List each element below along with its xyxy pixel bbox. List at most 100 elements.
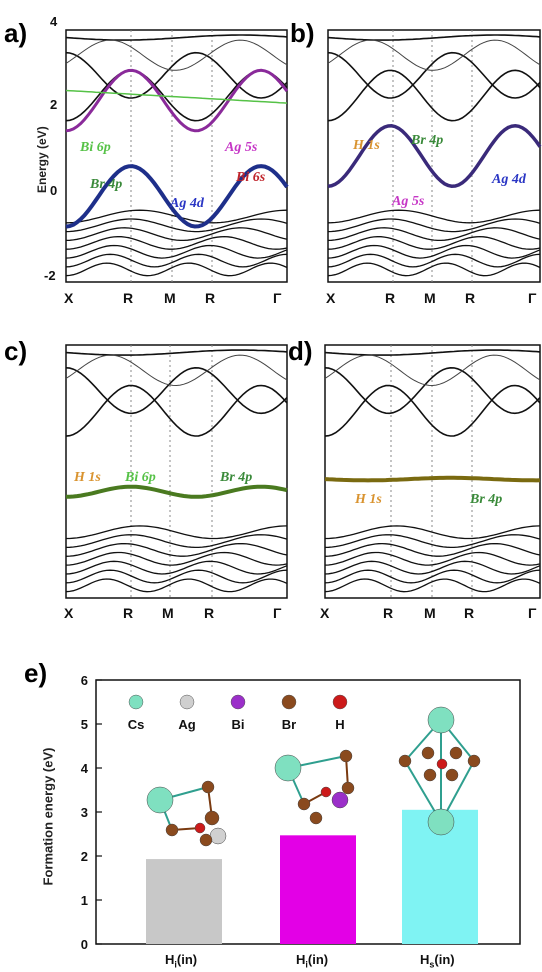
band-structure-figure [65, 29, 542, 599]
band-line [327, 51, 541, 99]
panel-a-orbital-label: Bi 6p [80, 140, 111, 155]
legend-label: Br [282, 717, 296, 732]
panel-a-ytick: 2 [50, 97, 58, 112]
panel-a-ytick: -2 [44, 268, 56, 283]
panel-a-orbital-label: Bi 6s [236, 170, 266, 185]
panel-a-kpoint: R [205, 290, 216, 306]
band-line [327, 262, 541, 277]
band-line [324, 551, 541, 566]
panel-d-orbital-label: Br 4p [470, 492, 503, 507]
band-line [324, 354, 541, 387]
panel-d-orbital-label: H 1s [355, 492, 382, 507]
br-atom [309, 811, 323, 825]
y-tick-label: 1 [81, 893, 88, 908]
panel-c-kpoint: X [64, 605, 74, 621]
band-line [65, 51, 288, 99]
band-line [65, 384, 288, 437]
panel-a-kpoint: Γ [273, 290, 282, 306]
legend-atom-icon [179, 694, 195, 710]
band-line [65, 534, 288, 549]
band-line [324, 542, 541, 557]
h-atom [320, 786, 332, 798]
panel-a-letter: a) [4, 18, 28, 48]
panel-b-kpoint: Γ [528, 290, 537, 306]
legend-atom-icon [332, 694, 348, 710]
band-line [327, 218, 541, 233]
br-atom [339, 749, 353, 763]
panel-b-plot [327, 29, 542, 283]
panel-c-kpoint: R [123, 605, 134, 621]
band-line [327, 244, 541, 259]
band-line [65, 34, 288, 41]
legend-label: Cs [128, 717, 145, 732]
panel-c-kpoint: R [204, 605, 215, 621]
cs-atom [146, 786, 174, 814]
band-line [65, 262, 288, 277]
panel-d-kpoint: M [424, 605, 436, 621]
panel-a-kpoint: M [164, 290, 176, 306]
br-atom [199, 833, 213, 847]
band-line [65, 218, 288, 233]
band-line [65, 39, 288, 71]
bi-atom [331, 791, 349, 809]
h1s-band [65, 484, 288, 499]
ag4d-band [65, 164, 289, 229]
band-line [65, 227, 288, 242]
legend-label: Bi [232, 717, 245, 732]
y-tick-label: 3 [81, 805, 88, 820]
br-atom [341, 781, 355, 795]
panel-a-ytick: 0 [50, 183, 58, 198]
panel-a-ylabel: Energy (eV) [35, 126, 49, 193]
bar [280, 835, 356, 944]
band-line [327, 69, 541, 122]
formation-energy-chart: 0 1 2 3 4 5 6 Cs Ag Bi Br H [81, 673, 521, 952]
band-line [324, 366, 541, 415]
y-tick-label: 5 [81, 717, 88, 732]
band-line [65, 560, 288, 575]
br-atom [297, 797, 311, 811]
panel-a-orbital-label: Br 4p [90, 177, 123, 192]
panel-d-kpoint: X [320, 605, 330, 621]
panel-c-orbital-label: H 1s [74, 470, 101, 485]
legend-atom-icon [230, 694, 246, 710]
br-atom [445, 768, 459, 782]
panel-d-letter: d) [288, 336, 313, 366]
band-line [65, 542, 288, 557]
panel-d-plot [324, 344, 541, 599]
br-atom [423, 768, 437, 782]
br-atom [421, 746, 435, 760]
band-line [65, 366, 288, 415]
panel-b-kpoint: R [385, 290, 396, 306]
band-line [324, 349, 541, 356]
br-atom [398, 754, 412, 768]
bar-category-label: Hi(in) [165, 952, 198, 970]
br-atom [204, 810, 220, 826]
h1s-band [327, 124, 542, 188]
ag-atom [209, 827, 227, 845]
band-line [324, 569, 541, 584]
band-line [327, 227, 541, 242]
panel-b-kpoint: M [424, 290, 436, 306]
band-line [65, 349, 288, 356]
band-line [66, 525, 288, 540]
bar [146, 859, 222, 944]
h-atom [194, 822, 206, 834]
band-line [324, 384, 541, 437]
panel-a-orbital-label: Ag 5s [225, 140, 258, 155]
panel-b-orbital-label: Ag 5s [392, 194, 425, 209]
legend-atom-icon [128, 694, 144, 710]
br-atom [467, 754, 481, 768]
y-tick-label: 2 [81, 849, 88, 864]
panel-c-orbital-label: Bi 6p [125, 470, 156, 485]
y-tick-label: 0 [81, 937, 88, 952]
band-line [65, 354, 288, 387]
panel-b-kpoint: R [465, 290, 476, 306]
panel-d-kpoint: R [383, 605, 394, 621]
panel-e-letter: e) [24, 658, 48, 688]
panel-c-letter: c) [4, 336, 28, 366]
panel-b-letter: b) [290, 18, 315, 48]
band-line [65, 578, 288, 593]
band-line [324, 560, 541, 575]
band-line [65, 569, 288, 584]
band-line [327, 235, 541, 250]
